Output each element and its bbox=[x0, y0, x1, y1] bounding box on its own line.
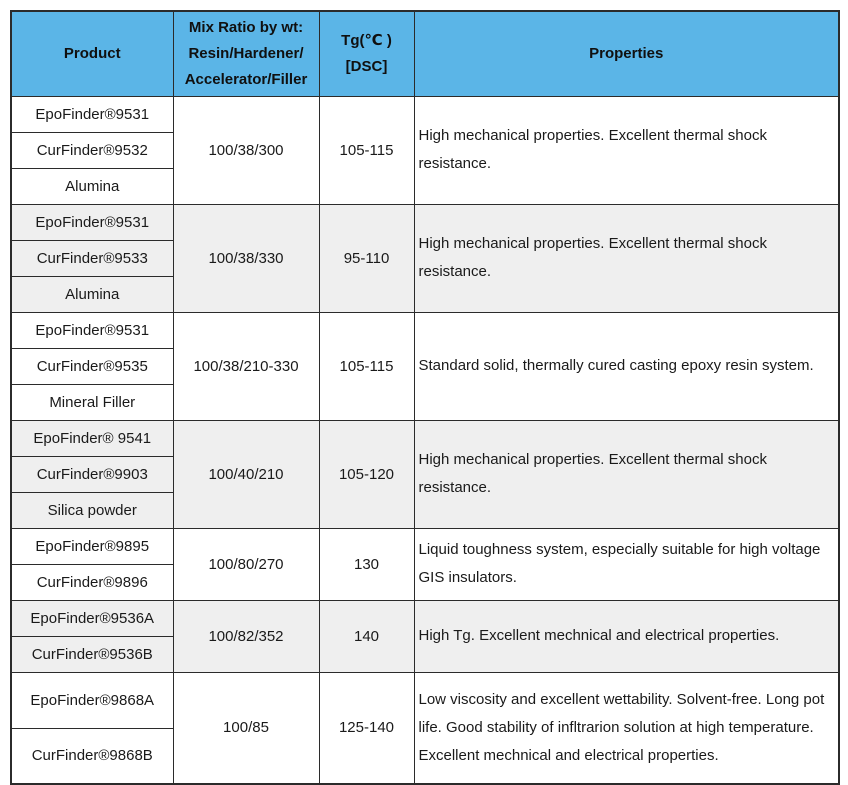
mix-ratio-cell: 100/40/210 bbox=[172, 419, 320, 529]
tg-cell: 140 bbox=[318, 599, 415, 673]
product-cell: EpoFinder®9868A bbox=[10, 671, 174, 729]
product-cell: EpoFinder®9531 bbox=[10, 203, 174, 241]
table-row: CurFinder®9868B bbox=[10, 727, 839, 785]
product-cell: CurFinder®9532 bbox=[10, 131, 174, 169]
tg-cell: 105-115 bbox=[318, 311, 415, 421]
table-row: EpoFinder®9895 100/80/270 130 Liquid tou… bbox=[10, 527, 840, 601]
mix-ratio-header-line3: Accelerator/Filler bbox=[184, 70, 308, 88]
properties-cell: Low viscosity and excellent wettability.… bbox=[413, 671, 840, 785]
mix-ratio-header-line2: Resin/Hardener/ bbox=[188, 44, 304, 62]
col-header-properties: Properties bbox=[413, 10, 840, 97]
properties-cell: High mechanical properties. Excellent th… bbox=[413, 203, 840, 313]
epoxy-spec-table-container: Product Mix Ratio by wt: Resin/Hardener/… bbox=[10, 10, 840, 785]
product-cell: EpoFinder®9531 bbox=[10, 311, 174, 349]
properties-cell: Standard solid, thermally cured casting … bbox=[413, 311, 840, 421]
product-cell: EpoFinder®9531 bbox=[10, 95, 174, 133]
table-row: Alumina bbox=[10, 167, 839, 205]
product-cell: CurFinder®9868B bbox=[10, 727, 174, 785]
table-row: Silica powder bbox=[10, 491, 839, 529]
col-header-mix-ratio: Mix Ratio by wt: Resin/Hardener/ Acceler… bbox=[172, 10, 320, 97]
table-row: CurFinder®9903 bbox=[10, 455, 839, 493]
table-row: CurFinder®9896 bbox=[10, 563, 839, 601]
table-row: EpoFinder®9868A 100/85 125-140 Low visco… bbox=[10, 671, 840, 785]
product-cell: EpoFinder® 9541 bbox=[10, 419, 174, 457]
mix-ratio-cell: 100/82/352 bbox=[172, 599, 320, 673]
properties-cell: High mechanical properties. Excellent th… bbox=[413, 419, 840, 529]
mix-ratio-cell: 100/38/330 bbox=[172, 203, 320, 313]
tg-cell: 105-115 bbox=[318, 95, 415, 205]
col-header-properties-label: Properties bbox=[589, 44, 664, 62]
product-cell: CurFinder®9535 bbox=[10, 347, 174, 385]
mix-ratio-cell: 100/38/210-330 bbox=[172, 311, 320, 421]
product-cell: Alumina bbox=[10, 275, 174, 313]
properties-cell: Liquid toughness system, especially suit… bbox=[413, 527, 840, 601]
properties-cell: High mechanical properties. Excellent th… bbox=[413, 95, 840, 205]
product-cell: EpoFinder®9895 bbox=[10, 527, 174, 565]
table-row: CurFinder®9535 bbox=[10, 347, 839, 385]
product-cell: CurFinder®9536B bbox=[10, 635, 174, 673]
table-row: EpoFinder®9536A 100/82/352 140 High Tg. … bbox=[10, 599, 840, 673]
table-row: EpoFinder®9531 100/38/300 105-115 High m… bbox=[10, 95, 840, 205]
table-row: CurFinder®9536B bbox=[10, 635, 839, 673]
table-row: Alumina bbox=[10, 275, 839, 313]
mix-ratio-cell: 100/38/300 bbox=[172, 95, 320, 205]
product-cell: CurFinder®9896 bbox=[10, 563, 174, 601]
properties-cell: High Tg. Excellent mechnical and electri… bbox=[413, 599, 840, 673]
tg-cell: 130 bbox=[318, 527, 415, 601]
epoxy-spec-table: Product Mix Ratio by wt: Resin/Hardener/… bbox=[10, 10, 840, 785]
col-header-tg: Tg(℃ ) [DSC] bbox=[318, 10, 415, 97]
col-header-product: Product bbox=[10, 10, 174, 97]
table-row: CurFinder®9532 bbox=[10, 131, 839, 169]
product-cell: EpoFinder®9536A bbox=[10, 599, 174, 637]
table-row: EpoFinder®9531 100/38/210-330 105-115 St… bbox=[10, 311, 840, 421]
mix-ratio-header-line1: Mix Ratio by wt: bbox=[188, 18, 304, 36]
mix-ratio-cell: 100/80/270 bbox=[172, 527, 320, 601]
table-row: Mineral Filler bbox=[10, 383, 839, 421]
tg-header-line1: Tg(℃ ) bbox=[341, 31, 392, 49]
table-row: EpoFinder®9531 100/38/330 95-110 High me… bbox=[10, 203, 840, 313]
product-cell: CurFinder®9533 bbox=[10, 239, 174, 277]
product-cell: Mineral Filler bbox=[10, 383, 174, 421]
tg-header-line2: [DSC] bbox=[345, 57, 388, 75]
table-row: EpoFinder® 9541 100/40/210 105-120 High … bbox=[10, 419, 840, 529]
mix-ratio-cell: 100/85 bbox=[172, 671, 320, 785]
tg-cell: 125-140 bbox=[318, 671, 415, 785]
product-cell: CurFinder®9903 bbox=[10, 455, 174, 493]
tg-cell: 105-120 bbox=[318, 419, 415, 529]
col-header-product-label: Product bbox=[63, 44, 121, 62]
tg-cell: 95-110 bbox=[318, 203, 415, 313]
product-cell: Alumina bbox=[10, 167, 174, 205]
product-cell: Silica powder bbox=[10, 491, 174, 529]
header-row: Product Mix Ratio by wt: Resin/Hardener/… bbox=[10, 10, 840, 97]
